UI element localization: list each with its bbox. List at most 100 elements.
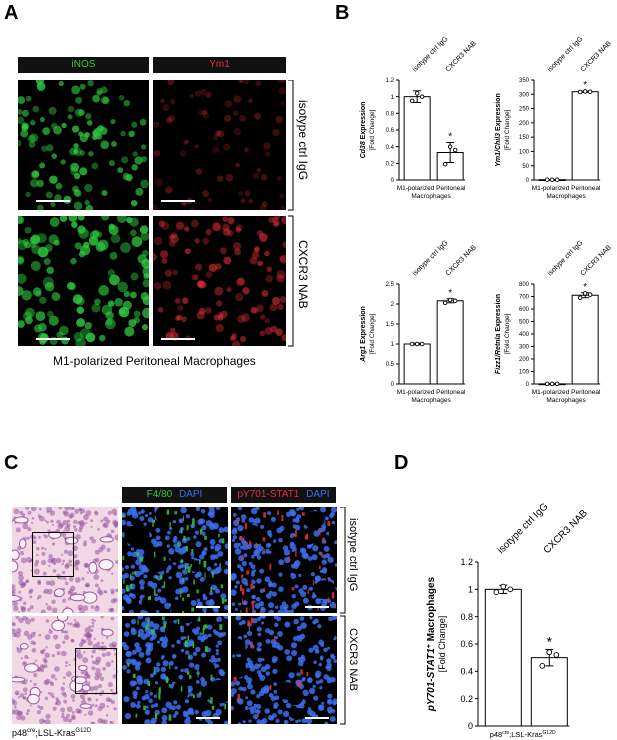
scale-bar bbox=[161, 200, 195, 202]
channel-header-inos: iNOS bbox=[18, 57, 149, 73]
nucleus bbox=[239, 566, 244, 571]
cell bbox=[158, 220, 166, 227]
marker-signal bbox=[241, 574, 244, 579]
tissue-dot bbox=[50, 519, 54, 523]
cell bbox=[124, 326, 135, 337]
cell bbox=[184, 226, 190, 232]
nucleus bbox=[196, 598, 201, 603]
marker-signal bbox=[154, 551, 156, 558]
cell bbox=[32, 105, 40, 113]
cell bbox=[168, 239, 176, 247]
nucleus bbox=[184, 718, 191, 724]
cell bbox=[222, 216, 228, 222]
cell bbox=[18, 239, 28, 251]
marker-signal bbox=[134, 571, 137, 575]
tissue-dot bbox=[52, 634, 59, 640]
nucleus bbox=[268, 629, 275, 636]
nucleus bbox=[261, 621, 265, 625]
tissue-dot bbox=[110, 598, 116, 604]
nucleus bbox=[294, 584, 299, 589]
cell bbox=[253, 247, 260, 253]
nucleus bbox=[223, 526, 228, 533]
data-point bbox=[419, 94, 425, 99]
tissue-dot bbox=[61, 553, 64, 556]
channel-dapi-label: DAPI bbox=[306, 489, 330, 500]
cell bbox=[30, 119, 36, 126]
data-point bbox=[582, 89, 588, 94]
nucleus bbox=[278, 537, 283, 543]
tissue-dot bbox=[37, 514, 42, 518]
gland bbox=[53, 588, 65, 598]
gland bbox=[78, 664, 88, 672]
lumen bbox=[288, 708, 308, 720]
cell bbox=[244, 147, 249, 152]
marker-signal bbox=[322, 537, 325, 542]
cell bbox=[91, 303, 101, 313]
tissue-dot bbox=[91, 660, 96, 665]
tissue-dot bbox=[63, 716, 69, 723]
tissue-dot bbox=[105, 714, 109, 717]
cell bbox=[76, 318, 86, 328]
nucleus bbox=[244, 639, 251, 646]
tissue-dot bbox=[83, 651, 86, 654]
nucleus bbox=[333, 616, 337, 620]
nucleus bbox=[308, 647, 314, 653]
cell bbox=[217, 315, 224, 321]
marker-signal bbox=[212, 571, 214, 578]
cell bbox=[168, 115, 175, 122]
data-point bbox=[447, 144, 453, 149]
genotype-label: p48cre;LSL-KrasG12D bbox=[12, 728, 92, 738]
nucleus bbox=[219, 671, 225, 676]
y-tick-label: 1.5 bbox=[386, 322, 395, 328]
nucleus bbox=[312, 684, 316, 689]
nucleus bbox=[159, 597, 167, 604]
nucleus bbox=[145, 647, 151, 653]
cell bbox=[238, 191, 243, 197]
data-point bbox=[409, 98, 415, 104]
category-label: isotype ctrl IgG bbox=[412, 239, 450, 277]
cell bbox=[224, 114, 232, 123]
nucleus bbox=[203, 547, 208, 552]
tissue-dot bbox=[67, 718, 73, 723]
cell bbox=[273, 221, 279, 227]
cell bbox=[128, 130, 135, 138]
tissue-dot bbox=[85, 521, 88, 525]
nucleus bbox=[321, 559, 327, 565]
marker-signal bbox=[242, 598, 244, 605]
cell bbox=[30, 178, 39, 188]
marker-signal bbox=[137, 619, 139, 625]
data-point bbox=[500, 583, 507, 590]
nucleus bbox=[172, 714, 177, 718]
nucleus bbox=[278, 586, 284, 592]
cell bbox=[202, 237, 210, 245]
nucleus bbox=[300, 622, 307, 629]
cell bbox=[130, 199, 138, 207]
tissue-dot bbox=[80, 671, 84, 675]
marker-signal bbox=[184, 640, 188, 648]
nucleus bbox=[274, 636, 279, 640]
data-point bbox=[442, 161, 448, 167]
tissue-dot bbox=[78, 611, 82, 613]
inset-box bbox=[32, 532, 74, 577]
nucleus bbox=[297, 656, 303, 662]
marker-signal bbox=[153, 628, 155, 636]
nucleus bbox=[237, 524, 244, 532]
nucleus bbox=[139, 579, 145, 586]
nucleus bbox=[147, 620, 155, 628]
nucleus bbox=[176, 639, 181, 645]
cell bbox=[280, 100, 285, 106]
data-point bbox=[549, 381, 555, 387]
data-point bbox=[587, 292, 593, 297]
cell bbox=[184, 139, 189, 144]
nucleus bbox=[265, 671, 271, 676]
nucleus bbox=[321, 701, 325, 705]
cell bbox=[123, 100, 130, 107]
cell bbox=[56, 331, 64, 339]
cell bbox=[172, 269, 179, 276]
marker-signal bbox=[211, 705, 215, 710]
cell bbox=[100, 96, 109, 104]
y-tick-label: 0 bbox=[391, 382, 395, 388]
nucleus bbox=[209, 598, 214, 603]
nucleus bbox=[232, 513, 237, 517]
tissue-dot bbox=[67, 622, 70, 625]
